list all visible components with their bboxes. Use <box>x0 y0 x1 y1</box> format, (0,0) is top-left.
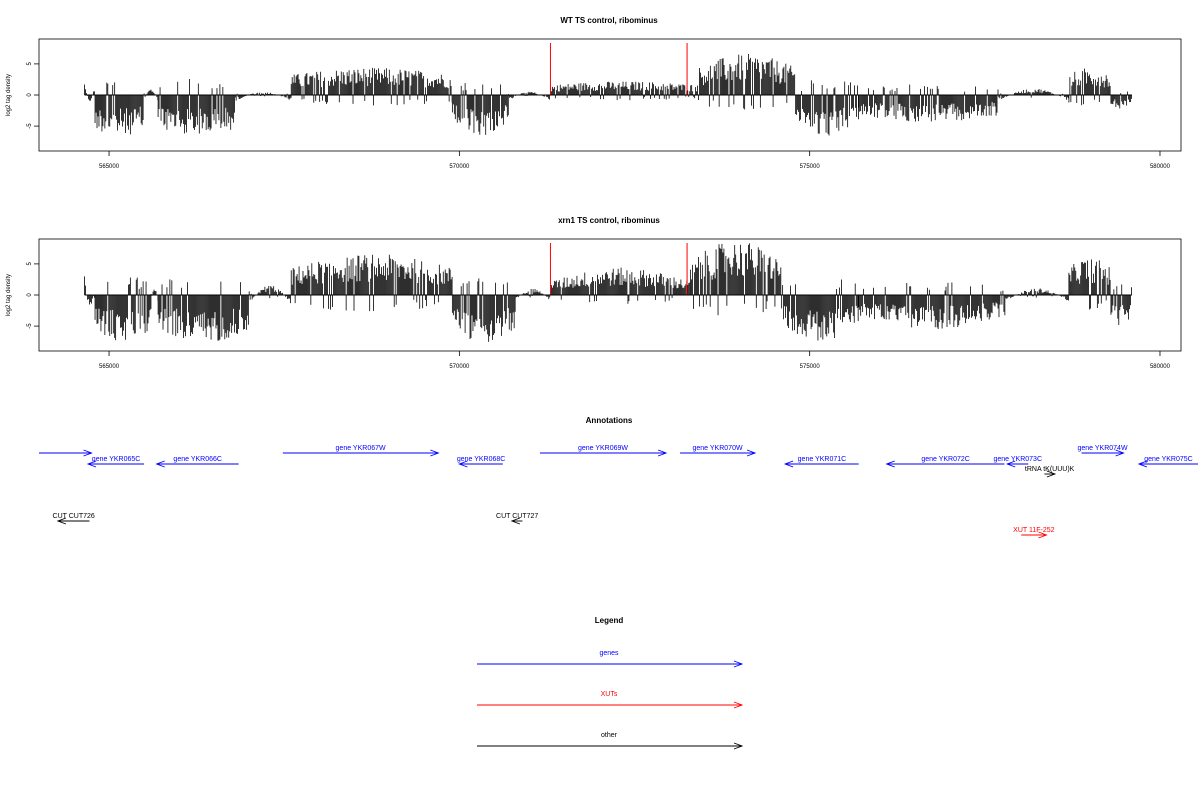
feature-label: gene YKR070W <box>693 445 743 452</box>
y-tick-label: 0 <box>27 93 33 97</box>
feature-label: XUT 11F-252 <box>1013 527 1054 534</box>
legend-label: XUTs <box>601 691 618 698</box>
y-tick-label: 0 <box>27 293 33 297</box>
y-tick-label: -5 <box>27 323 33 329</box>
wt-track-ylabel: log2 tag density <box>6 74 12 116</box>
feature-label: gene YKR073C <box>993 456 1042 463</box>
xrn1-track-markers <box>549 243 688 295</box>
legend-label: other <box>601 732 618 739</box>
xrn1-track-title: xrn1 TS control, ribominus <box>558 216 660 225</box>
legend: genes XUTs other <box>477 650 744 750</box>
feature-label: gene YKR067W <box>336 445 386 452</box>
feature-label: gene YKR065C <box>92 456 141 463</box>
gene-arrow <box>39 449 93 457</box>
legend-arrow-xuts <box>477 701 744 709</box>
gene-arrow <box>539 449 668 457</box>
gene-arrow <box>783 460 859 468</box>
feature-arrow <box>510 517 523 525</box>
gene-arrow <box>86 460 145 468</box>
x-tick-label: 570000 <box>449 164 470 170</box>
x-tick-label: 580000 <box>1150 164 1171 170</box>
gene-arrow <box>282 449 440 457</box>
x-tick-label: 580000 <box>1150 364 1171 370</box>
legend-arrow-other <box>477 742 744 750</box>
gene-arrow <box>885 460 1005 468</box>
x-tick-label: 570000 <box>449 364 470 370</box>
feature-label: gene YKR075C <box>1144 456 1193 463</box>
annotation-features: gene YKR065C gene YKR066C gene YKR067W gene… <box>39 445 1198 539</box>
feature-arrow <box>1044 470 1057 478</box>
feature-label: CUT CUT726 <box>53 513 95 520</box>
gene-arrow <box>680 449 757 457</box>
xrn1-track-axes: 565000 570000 575000 580000 -5 0 5 <box>27 262 1171 370</box>
xrn1-track-ylabel: log2 tag density <box>6 274 12 316</box>
y-tick-label: 5 <box>27 62 33 66</box>
gene-arrow <box>458 460 503 468</box>
wt-track-markers <box>549 43 688 95</box>
x-tick-label: 575000 <box>800 364 821 370</box>
xrn1-track-panel: xrn1 TS control, ribominus log2 tag dens… <box>6 216 1182 370</box>
gene-arrow <box>1005 460 1029 468</box>
x-tick-label: 565000 <box>99 364 120 370</box>
xrn1-track-bars <box>84 243 1132 342</box>
x-tick-label: 565000 <box>99 164 120 170</box>
feature-label: gene YKR068C <box>457 456 506 463</box>
feature-arrow <box>56 517 90 525</box>
wt-track-title: WT TS control, ribominus <box>560 16 658 25</box>
xut-arrow <box>1021 531 1048 539</box>
wt-track-panel: WT TS control, ribominus log2 tag densit… <box>6 16 1182 170</box>
feature-label: CUT CUT727 <box>496 513 538 520</box>
feature-label: gene YKR071C <box>798 456 847 463</box>
feature-label: gene YKR072C <box>921 456 970 463</box>
feature-label: tRNA tK(UUU)K <box>1025 466 1075 473</box>
x-tick-label: 575000 <box>800 164 821 170</box>
gene-arrow <box>155 460 239 468</box>
feature-label: gene YKR066C <box>173 456 222 463</box>
legend-label: genes <box>599 650 619 657</box>
wt-track-axes: 565000 570000 575000 580000 -5 0 5 <box>27 62 1171 170</box>
legend-title: Legend <box>595 616 624 625</box>
annotations-title: Annotations <box>586 416 633 425</box>
legend-arrow-genes <box>477 660 744 668</box>
y-tick-label: -5 <box>27 123 33 129</box>
feature-label: gene YKR069W <box>578 445 628 452</box>
gene-arrow <box>1137 460 1198 468</box>
gene-arrow <box>1081 449 1125 457</box>
feature-label: gene YKR074W <box>1077 445 1127 452</box>
wt-track-bars <box>84 53 1132 136</box>
y-tick-label: 5 <box>27 262 33 266</box>
